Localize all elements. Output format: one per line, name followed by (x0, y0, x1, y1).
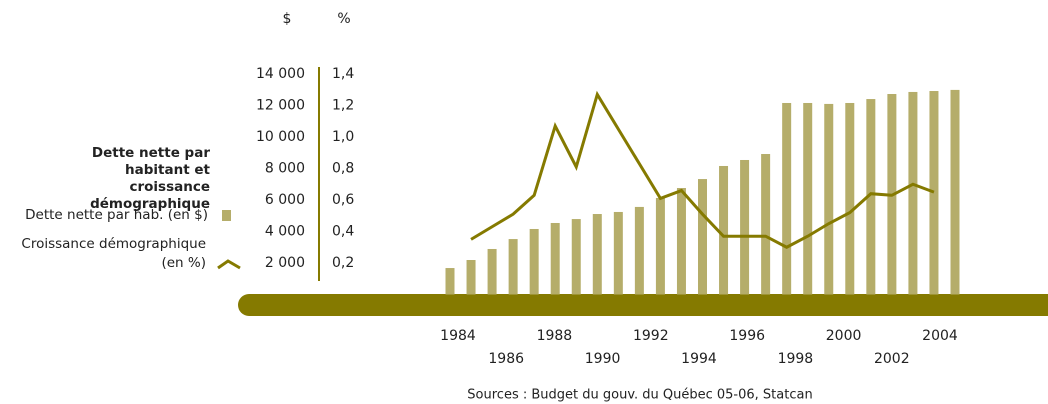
x-tick-label: 1988 (537, 328, 573, 344)
y-tick-label: 2 000 (265, 255, 305, 271)
y2-tick-label: 0,8 (332, 161, 354, 177)
x-tick-label: 1992 (633, 328, 669, 344)
bar (466, 260, 476, 295)
bar (908, 91, 918, 295)
y-tick-label: 10 000 (256, 129, 305, 145)
y2-tick-label: 1,0 (332, 129, 354, 145)
y-tick-label: 6 000 (265, 192, 305, 208)
bar (950, 89, 960, 295)
bar (592, 214, 602, 295)
bar (782, 102, 792, 295)
bar (571, 219, 581, 295)
legend-label: Croissance démographique (en %) (21, 236, 206, 271)
y-tick-label: 14 000 (256, 66, 305, 82)
x-tick-label: 1996 (729, 328, 765, 344)
bar (445, 268, 455, 295)
bar (508, 239, 518, 295)
bar (845, 102, 855, 295)
line (470, 90, 935, 249)
x-tick-label: 2004 (922, 328, 958, 344)
legend-swatch (217, 259, 241, 270)
bar (613, 211, 623, 295)
bar (803, 102, 813, 295)
bar (487, 248, 497, 295)
x-tick-label: 2002 (874, 351, 910, 367)
bar (929, 91, 939, 295)
bar (634, 206, 644, 295)
y-tick-label: 12 000 (256, 98, 305, 114)
y2-axis-label: % (337, 11, 350, 27)
x-tick-label: 2000 (826, 328, 862, 344)
bar (676, 188, 686, 295)
bar (529, 228, 539, 295)
x-tick-label: 1986 (488, 351, 524, 367)
x-tick-label: 1984 (440, 328, 476, 344)
y2-tick-label: 1,2 (332, 98, 354, 114)
bar (719, 165, 729, 295)
x-tick-label: 1990 (585, 351, 621, 367)
legend-swatch (222, 210, 231, 221)
bar (698, 179, 707, 295)
y2-tick-label: 0,4 (332, 224, 354, 240)
bar (655, 197, 665, 295)
y2-tick-label: 1,4 (332, 66, 354, 82)
y-tick-label: 8 000 (265, 161, 305, 177)
baseline-band (238, 294, 1048, 316)
y2-tick-label: 0,2 (332, 255, 354, 271)
bar (866, 99, 876, 295)
y-tick-label: 4 000 (265, 224, 305, 240)
bar (824, 103, 834, 295)
x-tick-label: 1994 (681, 351, 717, 367)
chart-title: Dette nette par habitant et croissance d… (90, 145, 210, 212)
bar (550, 222, 560, 295)
y-axis-label: $ (283, 11, 292, 27)
x-tick-label: 1998 (778, 351, 814, 367)
legend-label: Dette nette par hab. (en $) (25, 207, 208, 223)
y2-tick-label: 0,6 (332, 192, 354, 208)
bar (761, 154, 771, 295)
source: Sources : Budget du gouv. du Québec 05-0… (467, 388, 812, 403)
bar (740, 159, 750, 295)
